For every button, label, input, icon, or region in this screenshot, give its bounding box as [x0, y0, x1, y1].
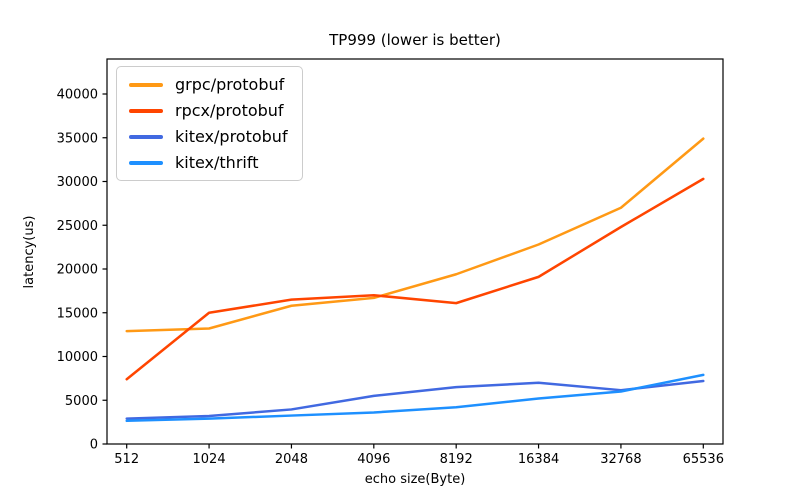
x-tick-label: 16384 [518, 452, 559, 467]
y-tick-label: 35000 [57, 131, 98, 146]
x-axis-label: echo size(Byte) [365, 472, 466, 487]
x-tick-label: 2048 [275, 452, 308, 467]
x-tick-label: 32768 [600, 452, 641, 467]
x-tick-label: 65536 [683, 452, 724, 467]
y-tick-label: 0 [90, 438, 98, 453]
legend-item: kitex/thrift [129, 153, 288, 172]
series-line-grpc-protobuf [125, 137, 705, 333]
legend-item: rpcx/protobuf [129, 101, 288, 120]
y-tick-label: 5000 [65, 394, 98, 409]
chart-title: TP999 (lower is better) [328, 31, 501, 49]
series-line-kitex-protobuf [125, 379, 705, 420]
y-tick-label: 30000 [57, 175, 98, 190]
series-line-rpcx-protobuf [125, 177, 705, 381]
x-tick-label: 8192 [440, 452, 473, 467]
legend-line-swatch [129, 160, 163, 165]
series-lines-layer [125, 137, 705, 423]
x-tick-label: 512 [114, 452, 139, 467]
legend-label: rpcx/protobuf [175, 101, 284, 120]
legend-line-swatch [129, 134, 163, 139]
legend-line-swatch [129, 82, 163, 87]
legend: grpc/protobuf rpcx/protobuf kitex/protobuf… [116, 66, 303, 181]
plot-frame [106, 58, 724, 445]
y-tick-label: 10000 [57, 350, 98, 365]
legend-label: kitex/protobuf [175, 127, 288, 146]
y-tick-label: 40000 [57, 88, 98, 103]
y-tick-label: 20000 [57, 263, 98, 278]
y-axis-label: latency(us) [22, 216, 37, 289]
y-tick-label: 15000 [57, 306, 98, 321]
series-line-kitex-thrift [125, 373, 705, 423]
x-tick-label: 4096 [357, 452, 390, 467]
y-tick-label: 25000 [57, 219, 98, 234]
legend-item: grpc/protobuf [129, 75, 288, 94]
legend-label: kitex/thrift [175, 153, 259, 172]
legend-line-swatch [129, 108, 163, 113]
x-tick-label: 1024 [193, 452, 226, 467]
axes-layer: 0 5000 10000 15000 20000 25000 30000 35000 40000… [57, 58, 724, 467]
legend-item: kitex/protobuf [129, 127, 288, 146]
legend-label: grpc/protobuf [175, 75, 285, 94]
